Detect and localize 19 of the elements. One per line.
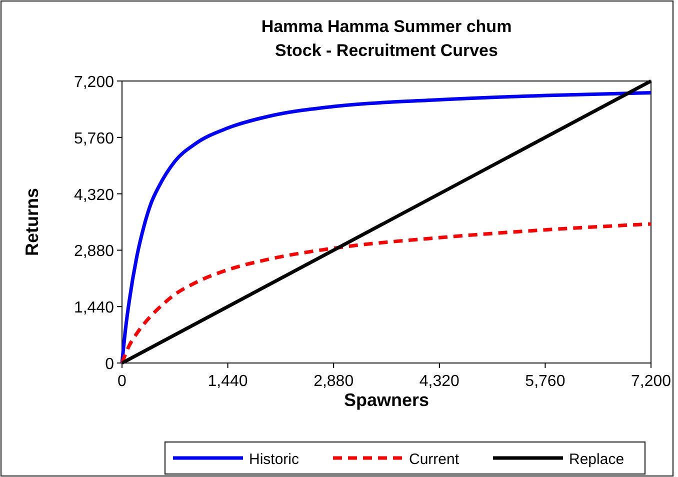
legend-label: Replace [569,451,624,468]
legend-label: Historic [249,451,300,468]
legend-label: Current [409,451,460,468]
y-tick-label: 0 [105,356,114,373]
y-tick-label: 2,880 [74,243,114,260]
y-tick-label: 4,320 [74,186,114,204]
x-tick-label: 5,760 [525,373,566,390]
y-tick-label: 1,440 [74,300,114,317]
x-tick-label: 4,320 [419,373,460,390]
y-axis-title: Returns [22,188,42,256]
x-tick-label: 1,440 [208,373,248,390]
x-tick-label: 2,880 [314,373,354,390]
y-tick-label: 7,200 [74,74,114,91]
x-tick-label: 7,200 [630,373,672,390]
chart-title: Hamma Hamma Summer chum Stock - Recruitment Curves [261,17,512,60]
y-tick-label: 5,760 [74,130,114,148]
line-series [120,222,653,365]
x-axis-title: Spawners [344,390,430,410]
x-tick-label: 0 [118,373,127,390]
